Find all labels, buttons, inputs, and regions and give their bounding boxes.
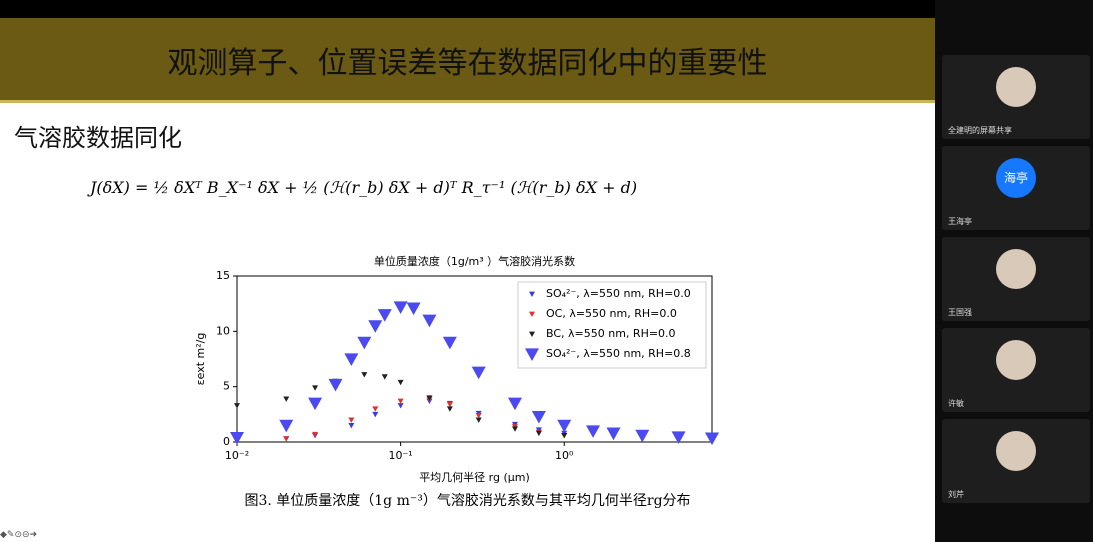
point <box>561 432 568 439</box>
caption: 图3. 单位质量浓度（1g m⁻³）气溶胶消光系数与其平均几何半径rg分布 <box>244 493 691 509</box>
participant-name: 全建明的屏幕共享 <box>948 126 1012 135</box>
x-tick-label: 10⁻¹ <box>389 449 413 462</box>
slide: 观测算子、位置误差等在数据同化中的重要性 气溶胶数据同化 J(δX) = ½ δ… <box>0 18 935 530</box>
legend-box <box>517 281 707 369</box>
point <box>557 419 572 433</box>
point <box>606 427 621 441</box>
legend-label: BC, λ=550 nm, RH=0.0 <box>546 327 676 340</box>
point <box>279 419 294 433</box>
point <box>635 429 650 443</box>
point <box>397 398 404 405</box>
point <box>312 385 319 391</box>
participant-name: 许敏 <box>948 399 964 408</box>
participant-tile[interactable]: 王国强 <box>942 237 1090 321</box>
x-axis-label: 平均几何半径 rg (μm) <box>419 470 530 484</box>
point <box>368 320 383 333</box>
point <box>705 432 719 446</box>
point <box>348 423 355 429</box>
y-axis-label: εext m²/g <box>194 333 207 386</box>
point <box>531 410 546 424</box>
avatar <box>996 340 1036 380</box>
legend-marker <box>529 311 535 317</box>
point <box>426 395 433 401</box>
point <box>377 309 392 322</box>
y-tick-label: 0 <box>223 435 230 448</box>
y-tick-label: 10 <box>216 324 230 337</box>
point <box>348 417 355 423</box>
point <box>344 353 359 366</box>
point <box>475 413 482 419</box>
avatar <box>996 249 1036 289</box>
point <box>328 378 343 392</box>
point <box>372 406 379 412</box>
participant-tile[interactable]: 许敏 <box>942 328 1090 412</box>
point <box>535 430 542 437</box>
x-tick-label: 10⁰ <box>555 449 574 462</box>
participant-tile[interactable]: 全建明的屏幕共享 <box>942 55 1090 139</box>
heading: 气溶胶数据同化 <box>14 124 182 152</box>
legend-marker <box>529 331 535 337</box>
avatar <box>996 67 1036 107</box>
point <box>312 431 319 438</box>
point <box>234 403 240 409</box>
toolbar[interactable]: ◆✎⊙⊝➜ <box>0 530 935 542</box>
point <box>406 302 421 316</box>
point <box>397 403 404 409</box>
point <box>397 379 404 386</box>
point <box>511 426 518 432</box>
avatar: 海亭 <box>996 158 1036 198</box>
point <box>381 374 388 380</box>
point <box>357 336 372 350</box>
participant-name: 王海亭 <box>948 217 972 226</box>
point <box>372 411 379 418</box>
plot-frame <box>236 275 713 443</box>
point <box>446 406 453 412</box>
y-tick-label: 5 <box>223 380 230 393</box>
point <box>446 401 453 408</box>
legend-label: SO₄²⁻, λ=550 nm, RH=0.8 <box>546 347 691 360</box>
y-tick-label: 15 <box>216 269 230 282</box>
point <box>283 396 290 402</box>
x-tick-label: 10⁻² <box>225 449 249 462</box>
point <box>283 436 290 442</box>
point <box>308 397 323 411</box>
participant-name: 刘芹 <box>948 490 964 499</box>
chart-title: 单位质量浓度（1g/m³ ）气溶胶消光系数 <box>374 254 575 268</box>
point <box>442 336 457 350</box>
point <box>507 397 522 411</box>
legend-marker <box>525 348 539 361</box>
avatar <box>996 431 1036 471</box>
participant-tile[interactable]: 海亭王海亭 <box>942 146 1090 230</box>
point <box>671 431 686 445</box>
point <box>475 417 482 423</box>
participant-tile[interactable]: 刘芹 <box>942 419 1090 503</box>
participants: 全建明的屏幕共享海亭王海亭王国强许敏刘芹 <box>935 0 1093 542</box>
legend-label: SO₄²⁻, λ=550 nm, RH=0.0 <box>546 287 691 300</box>
formula: J(δX) = ½ δXᵀ B_X⁻¹ δX + ½ (ℋ(r_b) δX + … <box>90 178 638 197</box>
participant-name: 王国强 <box>948 308 972 317</box>
legend-label: OC, λ=550 nm, RH=0.0 <box>546 307 677 320</box>
point <box>393 301 408 314</box>
slide-title: 观测算子、位置误差等在数据同化中的重要性 <box>167 46 768 81</box>
point <box>230 431 244 445</box>
point <box>422 314 437 328</box>
point <box>471 366 486 380</box>
slide-header: 观测算子、位置误差等在数据同化中的重要性 <box>0 18 935 103</box>
point <box>586 425 601 438</box>
point <box>361 372 368 378</box>
legend-marker <box>529 291 535 297</box>
